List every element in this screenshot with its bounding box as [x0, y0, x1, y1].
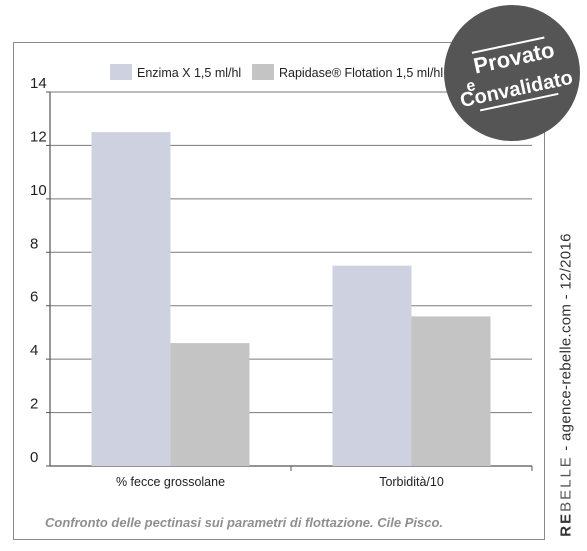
watermark-text: - agence-rebelle.com - 12/2016	[557, 233, 575, 456]
badge-circle	[444, 5, 580, 141]
y-tick-label-0: 0	[30, 449, 38, 466]
badge-rule-bottom	[479, 92, 559, 112]
watermark-brand-light: BELLE	[557, 455, 575, 512]
legend: Enzima X 1,5 ml/hl Rapidase® Flotation 1,…	[110, 64, 443, 80]
watermark: REBELLE - agence-rebelle.com - 12/2016	[558, 233, 575, 536]
y-tick-label-4: 8	[30, 235, 38, 252]
legend-swatch-1	[252, 64, 274, 80]
bar-series1-cat1	[411, 316, 491, 466]
watermark-brand-bold: RE	[557, 511, 575, 537]
badge-line2: e	[465, 77, 477, 95]
y-tick-label-1: 2	[30, 396, 38, 413]
provato-badge: Provato e Convalidato	[444, 5, 580, 141]
y-tick-label-2: 4	[30, 342, 38, 359]
bar-series0-cat0	[91, 132, 171, 467]
legend-label-0: Enzima X 1,5 ml/hl	[137, 66, 241, 80]
legend-swatch-0	[110, 64, 132, 80]
category-label-1: Torbidità/10	[379, 475, 444, 489]
bars	[91, 132, 491, 467]
chart-frame	[13, 42, 545, 540]
legend-label-1: Rapidase® Flotation 1,5 ml/hl	[279, 66, 443, 80]
bar-series0-cat1	[332, 265, 412, 466]
y-tick-label-7: 14	[30, 75, 47, 92]
category-label-0: % fecce grossolane	[116, 475, 225, 489]
badge-rule-top	[471, 36, 545, 54]
y-tick-label-3: 6	[30, 289, 38, 306]
category-labels: % fecce grossolane Torbidità/10	[116, 475, 444, 489]
chart-caption: Confronto delle pectinasi sui parametri …	[45, 515, 444, 530]
y-tick-label-5: 10	[30, 182, 47, 199]
y-tick-labels: 0 2 4 6 8 10 12 14	[30, 75, 47, 466]
bar-series1-cat0	[170, 343, 250, 466]
y-tick-label-6: 12	[30, 128, 47, 145]
